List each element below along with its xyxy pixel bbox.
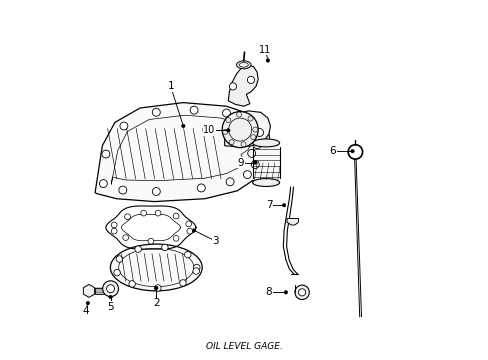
Circle shape — [154, 286, 158, 290]
Polygon shape — [252, 145, 279, 180]
Text: 5: 5 — [107, 302, 114, 312]
Circle shape — [350, 149, 354, 153]
Circle shape — [243, 171, 251, 179]
Circle shape — [162, 244, 168, 251]
Circle shape — [247, 149, 255, 157]
Polygon shape — [224, 111, 270, 147]
Circle shape — [253, 141, 261, 149]
Ellipse shape — [236, 61, 250, 69]
Circle shape — [99, 180, 107, 188]
Circle shape — [298, 289, 305, 296]
Polygon shape — [251, 123, 269, 159]
Text: 4: 4 — [82, 306, 88, 316]
Polygon shape — [95, 103, 269, 202]
Polygon shape — [83, 284, 94, 297]
Circle shape — [155, 210, 161, 216]
Circle shape — [111, 222, 117, 228]
Text: 1: 1 — [167, 81, 174, 91]
Circle shape — [193, 268, 199, 274]
Circle shape — [222, 112, 258, 148]
Circle shape — [179, 280, 186, 286]
Circle shape — [184, 251, 191, 258]
Circle shape — [186, 228, 192, 234]
Circle shape — [173, 235, 179, 241]
Circle shape — [226, 129, 230, 132]
Circle shape — [106, 285, 114, 293]
Circle shape — [124, 214, 130, 220]
Circle shape — [148, 238, 153, 244]
Circle shape — [197, 184, 205, 192]
Text: 7: 7 — [265, 200, 272, 210]
Circle shape — [119, 186, 126, 194]
Circle shape — [185, 221, 191, 227]
Circle shape — [282, 203, 285, 207]
Text: 3: 3 — [212, 236, 219, 246]
Polygon shape — [286, 219, 298, 225]
Circle shape — [152, 188, 160, 195]
Circle shape — [241, 142, 245, 147]
Circle shape — [102, 150, 110, 158]
Circle shape — [193, 264, 200, 271]
Circle shape — [284, 291, 287, 294]
Text: 2: 2 — [153, 298, 159, 308]
Text: OIL LEVEL GAGE.: OIL LEVEL GAGE. — [205, 342, 283, 351]
Text: 8: 8 — [265, 287, 272, 297]
Circle shape — [245, 118, 253, 126]
Circle shape — [173, 213, 179, 219]
Polygon shape — [228, 65, 258, 106]
Circle shape — [154, 285, 161, 291]
Circle shape — [141, 210, 146, 216]
Circle shape — [102, 281, 118, 297]
Circle shape — [247, 116, 252, 121]
Ellipse shape — [110, 244, 202, 291]
Circle shape — [190, 106, 198, 114]
Circle shape — [192, 229, 196, 232]
Circle shape — [236, 112, 241, 117]
Circle shape — [252, 127, 257, 132]
Circle shape — [225, 118, 230, 123]
Circle shape — [255, 129, 263, 136]
Ellipse shape — [252, 139, 279, 147]
Circle shape — [247, 76, 254, 84]
Circle shape — [129, 281, 135, 287]
Circle shape — [122, 235, 128, 240]
Circle shape — [265, 59, 269, 62]
Circle shape — [229, 140, 234, 145]
Text: 11: 11 — [259, 45, 271, 55]
Ellipse shape — [252, 179, 279, 186]
FancyBboxPatch shape — [95, 288, 103, 294]
Circle shape — [135, 246, 141, 252]
Circle shape — [222, 109, 230, 117]
Circle shape — [222, 129, 227, 134]
Circle shape — [120, 122, 127, 130]
Text: 10: 10 — [203, 125, 215, 135]
Text: 6: 6 — [329, 146, 335, 156]
Circle shape — [253, 161, 257, 165]
Circle shape — [294, 285, 309, 300]
Circle shape — [108, 295, 112, 299]
Circle shape — [250, 135, 255, 140]
Circle shape — [86, 301, 89, 305]
Circle shape — [114, 269, 120, 276]
Circle shape — [111, 228, 117, 234]
Circle shape — [251, 161, 259, 168]
Text: 9: 9 — [237, 158, 244, 168]
Circle shape — [225, 178, 234, 186]
Circle shape — [152, 108, 160, 116]
Circle shape — [181, 124, 185, 128]
Circle shape — [116, 256, 122, 262]
Circle shape — [229, 83, 236, 90]
